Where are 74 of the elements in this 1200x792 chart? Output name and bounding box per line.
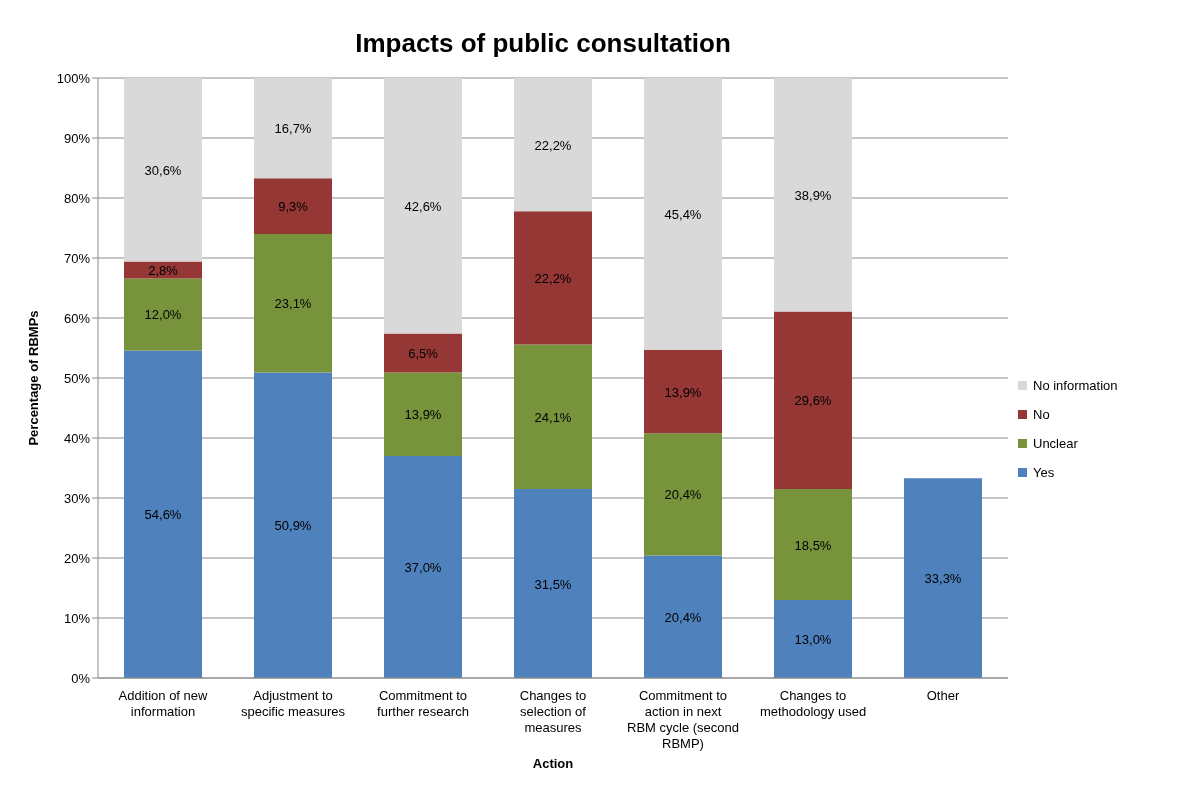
bar	[644, 78, 722, 350]
data-label: 24,1%	[534, 409, 572, 425]
data-label: 22,2%	[534, 270, 572, 286]
data-label: 31,5%	[534, 576, 572, 592]
bar	[514, 489, 592, 678]
data-label: 18,5%	[794, 537, 832, 553]
y-tick-label: 20%	[63, 550, 91, 566]
data-label: 37,0%	[404, 560, 442, 575]
x-axis-title: Action	[532, 756, 574, 771]
x-tick-label: Changes to methodology used	[759, 688, 867, 719]
bar	[254, 78, 332, 179]
data-label: 12,0%	[144, 307, 182, 323]
bar	[254, 234, 332, 373]
bar	[774, 78, 852, 312]
legend-label: Yes	[1033, 465, 1055, 480]
data-label: 38,9%	[794, 187, 832, 203]
bar	[254, 372, 332, 678]
data-label: 9,3%	[278, 199, 309, 215]
x-tick-label: Other	[926, 688, 960, 703]
y-axis-title: Percentage of RBMPs	[25, 310, 41, 446]
legend-label: No information	[1033, 378, 1118, 393]
data-label: 22,2%	[534, 137, 572, 153]
y-tick-label: 40%	[63, 430, 91, 446]
y-tick-label: 90%	[63, 130, 91, 146]
data-label: 29,6%	[794, 393, 832, 409]
bar	[384, 78, 462, 334]
data-label: 13,9%	[404, 407, 442, 423]
y-tick-label: 70%	[63, 250, 91, 266]
data-label: 16,7%	[274, 121, 312, 137]
bar	[254, 178, 332, 234]
data-label: 20,4%	[664, 487, 702, 503]
bar	[124, 350, 202, 678]
bar	[514, 211, 592, 345]
legend-label: No	[1033, 407, 1050, 422]
bar	[774, 600, 852, 678]
bar	[774, 489, 852, 600]
data-label: 50,9%	[274, 518, 312, 534]
data-label: 20,4%	[664, 609, 702, 625]
y-tick-label: 0%	[71, 670, 91, 686]
y-tick-label: 50%	[63, 370, 91, 386]
data-label: 42,6%	[404, 198, 442, 214]
bar	[774, 311, 852, 489]
y-tick-label: 60%	[63, 310, 91, 326]
chart-title: Impacts of public consultation	[354, 27, 732, 60]
bar	[384, 372, 462, 456]
data-label: 33,3%	[924, 571, 962, 587]
bar	[514, 78, 592, 212]
x-tick-label: Adjustment to specific measures	[240, 688, 346, 719]
data-label: 13,0%	[794, 632, 832, 647]
bar	[124, 278, 202, 351]
y-tick-label: 80%	[63, 190, 91, 206]
bar	[644, 555, 722, 678]
x-tick-label: Commitment to action in next RBM cycle (second RBMP)	[627, 688, 739, 751]
data-label: 2,8%	[148, 263, 179, 278]
y-tick-label: 10%	[63, 610, 91, 626]
data-label: 54,6%	[144, 507, 182, 523]
x-tick-label: Addition of new information	[118, 688, 209, 719]
data-label: 6,5%	[408, 346, 439, 362]
bar	[384, 456, 462, 678]
bar	[644, 433, 722, 556]
x-tick-label: Commitment to further research	[377, 688, 469, 719]
y-tick-label: 30%	[63, 490, 91, 506]
bar	[904, 478, 982, 678]
x-tick-label: Changes to selection of measures	[519, 688, 587, 735]
data-label: 23,1%	[274, 296, 312, 312]
legend-label: Unclear	[1033, 436, 1078, 451]
data-label: 30,6%	[144, 162, 182, 178]
data-label: 45,4%	[664, 206, 702, 222]
data-label: 13,9%	[664, 384, 702, 400]
y-tick-label: 100%	[56, 70, 91, 86]
bar	[124, 78, 202, 262]
bar	[514, 344, 592, 489]
bar	[384, 333, 462, 373]
bar	[644, 349, 722, 434]
